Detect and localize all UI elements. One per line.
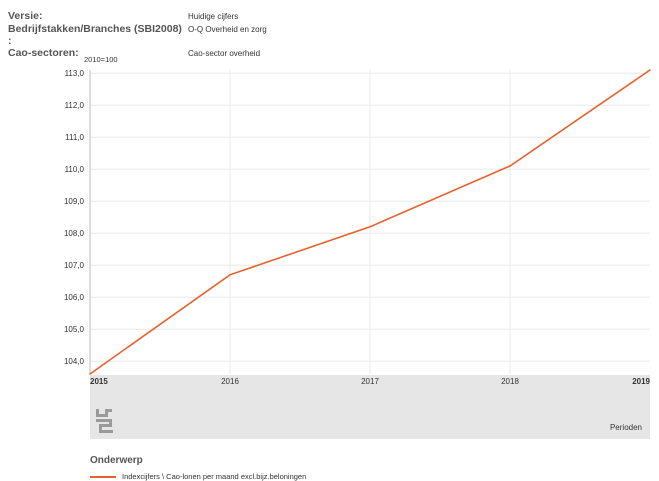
meta-key: Cao-sectoren:	[8, 47, 79, 59]
x-tick-label: 2015	[90, 377, 108, 386]
y-tick-label: 106,0	[64, 293, 85, 302]
legend-label: Indexcijfers \ Cao-lonen per maand excl.…	[122, 472, 307, 481]
y-tick-label: 107,0	[64, 261, 85, 270]
y-axis-unit-label: 2010=100	[84, 55, 118, 64]
x-axis-title: Perioden	[609, 423, 642, 432]
meta-key: Versie:	[8, 10, 43, 22]
y-tick-label: 110,0	[65, 165, 85, 174]
data-point	[649, 69, 651, 71]
data-point	[509, 165, 511, 167]
x-tick-label: 2018	[501, 377, 519, 386]
data-point	[89, 373, 91, 375]
meta-value: O-Q Overheid en zorg	[188, 25, 267, 34]
y-tick-label: 113,0	[65, 69, 85, 78]
y-tick-label: 109,0	[64, 197, 85, 206]
x-tick-label: 2019	[632, 377, 650, 386]
y-tick-label: 112,0	[65, 101, 85, 110]
line-chart: 2010=100 104,0 105,0 106,0 107,0 108,0 109,0 11…	[64, 55, 651, 386]
data-point	[369, 226, 371, 228]
y-tick-label: 105,0	[64, 325, 85, 334]
data-point	[229, 274, 231, 276]
meta-row-branches: Bedrijfstakken/Branches (SBI2008) : O-Q …	[8, 23, 267, 47]
meta-value: Cao-sector overheid	[188, 49, 261, 58]
meta-row-version: Versie: Huidige cijfers	[8, 10, 267, 23]
legend-title: Onderwerp	[90, 455, 143, 466]
legend-swatch	[90, 475, 116, 478]
meta-key: Bedrijfstakken/Branches (SBI2008) :	[8, 23, 182, 47]
cbs-logo-icon	[96, 409, 114, 433]
x-axis-band: Perioden	[90, 375, 650, 439]
meta-value: Huidige cijfers	[188, 12, 239, 21]
legend-item: Indexcijfers \ Cao-lonen per maand excl.…	[90, 472, 306, 481]
y-tick-label: 108,0	[64, 229, 85, 238]
meta-row-sectors: Cao-sectoren: Cao-sector overheid	[8, 47, 267, 60]
x-tick-label: 2016	[221, 377, 239, 386]
y-tick-label: 111,0	[65, 133, 84, 142]
x-tick-label: 2017	[361, 377, 379, 386]
y-tick-label: 104,0	[64, 357, 85, 366]
metadata-panel: Versie: Huidige cijfers Bedrijfstakken/B…	[8, 10, 267, 60]
